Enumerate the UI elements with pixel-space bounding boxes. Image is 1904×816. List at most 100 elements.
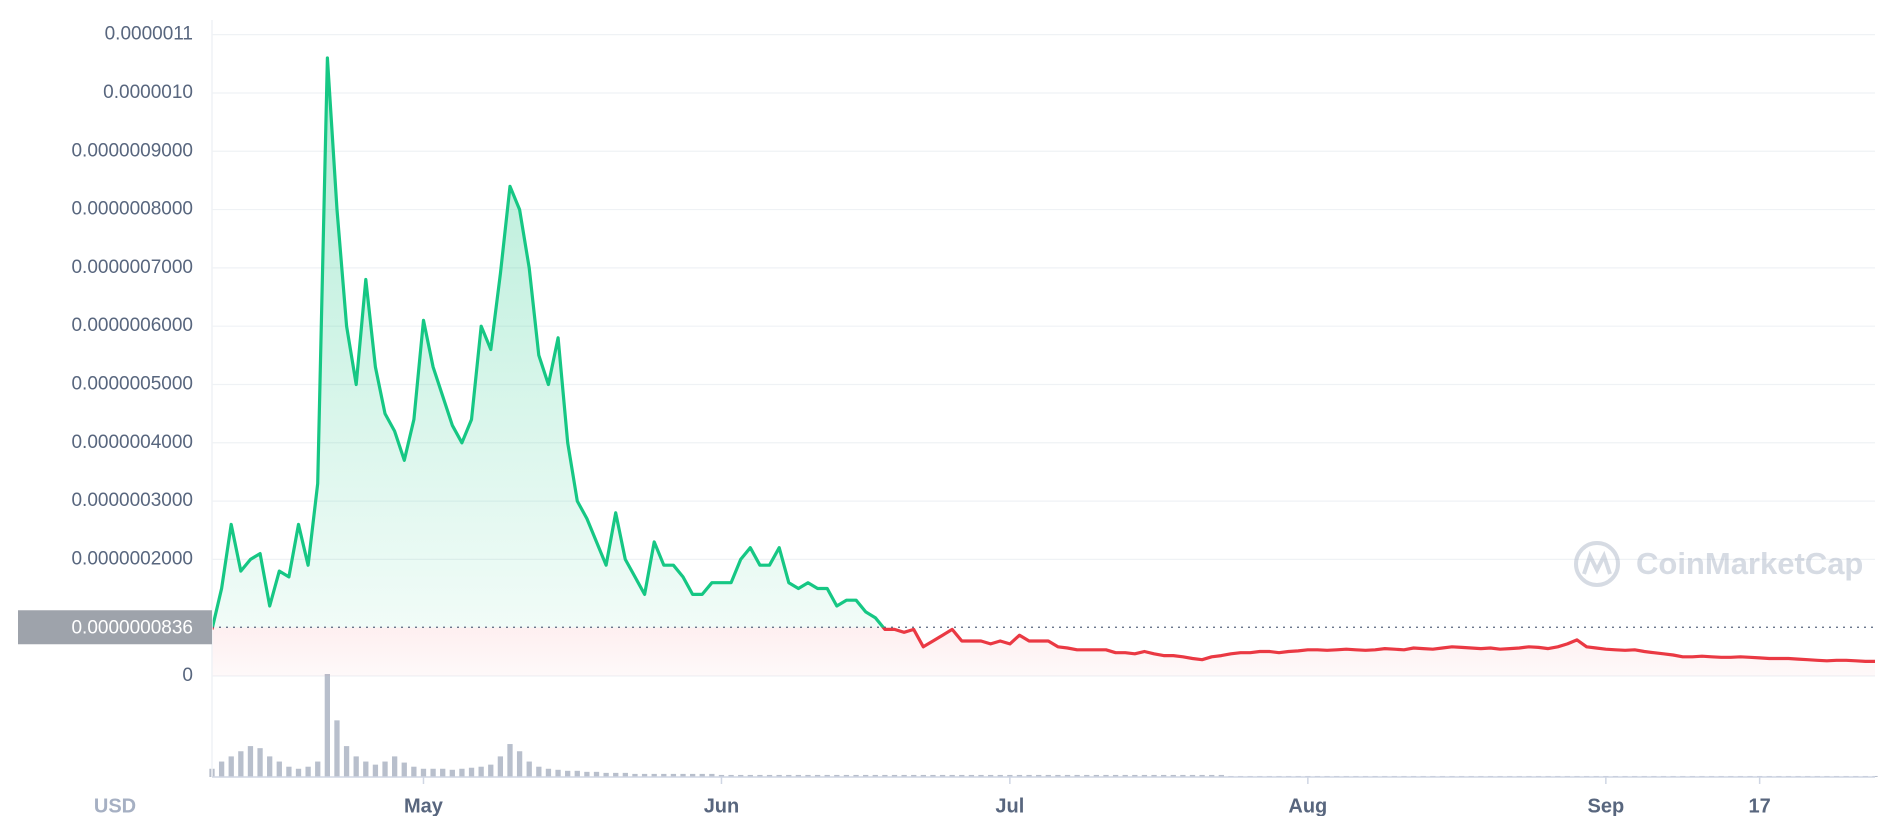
volume-bar <box>1132 774 1138 777</box>
volume-bar <box>574 770 580 777</box>
volume-bar <box>430 768 436 777</box>
y-tick-label: 0.0000002000 <box>71 548 193 569</box>
volume-bar <box>411 766 417 777</box>
y-tick-label: 0.0000006000 <box>71 315 193 336</box>
volume-bar <box>863 774 869 777</box>
volume-bar <box>795 774 802 777</box>
volume-bar <box>536 766 542 777</box>
volume-bar <box>641 773 648 777</box>
volume-bar <box>1199 774 1205 777</box>
volume-bar <box>238 751 244 777</box>
volume-bar <box>440 768 446 777</box>
volume-bar <box>334 720 340 777</box>
y-tick-label: 0.0000003000 <box>71 490 193 511</box>
volume-bar <box>343 746 350 777</box>
volume-bar <box>987 774 994 777</box>
volume-bar <box>247 746 254 777</box>
volume-bar <box>1180 774 1186 777</box>
volume-bar <box>786 774 792 777</box>
y-tick-label: 0.0000010 <box>103 82 193 103</box>
volume-bar <box>228 756 234 777</box>
volume-bar <box>834 774 840 777</box>
volume-bar <box>276 761 282 777</box>
volume-bar <box>459 768 465 777</box>
volume-bar <box>401 762 407 777</box>
volume-bar <box>1026 774 1032 777</box>
volume-bar <box>1007 774 1013 777</box>
volume-bar <box>632 773 638 777</box>
y-tick-label: 0 <box>182 665 193 686</box>
volume-bar <box>391 756 398 777</box>
volume-bar <box>488 764 494 777</box>
price-area <box>212 58 1875 676</box>
volume-bar <box>1055 774 1061 777</box>
volume-bar <box>1218 774 1224 777</box>
volume-bar <box>1209 774 1215 777</box>
volume-bar <box>315 761 321 777</box>
volume-bar <box>766 774 773 777</box>
volume-bar <box>1084 774 1090 777</box>
x-tick-label: 17 <box>1749 795 1771 816</box>
watermark-logo-mark <box>1582 550 1612 575</box>
volume-bar <box>257 748 263 777</box>
volume-bar <box>738 774 744 777</box>
volume-bar <box>526 761 532 777</box>
volume-bar <box>372 764 379 777</box>
volume-bar <box>593 771 600 777</box>
x-tick-label: Jul <box>995 795 1024 816</box>
volume-bar <box>545 768 552 777</box>
volume-bar <box>613 772 619 777</box>
volume-bar <box>603 772 609 777</box>
y-tick-label: 0.0000004000 <box>71 432 193 453</box>
volume-bar <box>670 773 677 777</box>
volume-bar <box>699 773 705 777</box>
watermark-logo <box>1574 541 1620 587</box>
volume-bar <box>324 674 330 777</box>
volume <box>209 674 1878 777</box>
price-line <box>210 56 1875 663</box>
volume-bar <box>1189 774 1196 777</box>
volume-bar <box>949 774 955 777</box>
watermark-text: CoinMarketCap <box>1636 546 1863 581</box>
volume-bar <box>1103 774 1109 777</box>
volume-bar <box>728 774 734 777</box>
y-tick-label: 0.0000005000 <box>71 373 193 394</box>
volume-bar <box>622 772 628 777</box>
y-tick-label: 0.0000011 <box>105 24 193 45</box>
volume-bar <box>584 771 590 777</box>
reference-box <box>18 610 212 645</box>
volume-bar <box>978 774 984 777</box>
volume-bar <box>295 768 302 777</box>
volume-bar <box>420 768 427 777</box>
volume-bar <box>747 774 753 777</box>
volume-bar <box>872 774 878 777</box>
volume-bar <box>1064 774 1071 777</box>
volume-bar <box>661 773 667 777</box>
x-tick-label: Sep <box>1588 795 1625 816</box>
volume-bar <box>382 761 388 777</box>
volume-bar <box>805 774 811 777</box>
volume-bar <box>1093 774 1100 777</box>
y-tick-label: 0.0000008000 <box>71 199 193 220</box>
volume-bar <box>843 774 850 777</box>
volume-bar <box>930 774 936 777</box>
x-tick-label: Jun <box>704 795 740 816</box>
volume-bar <box>286 766 292 777</box>
volume-bar <box>1151 774 1157 777</box>
volume-bar <box>911 774 917 777</box>
volume-bar <box>1016 774 1023 777</box>
volume-bar <box>709 773 715 777</box>
volume-bar <box>565 770 571 777</box>
y-tick-label: 0.0000009000 <box>71 140 193 161</box>
volume-bar <box>1045 774 1051 777</box>
volume-bar <box>507 744 513 777</box>
volume-bar <box>968 774 975 777</box>
watermark: CoinMarketCap <box>1574 541 1863 587</box>
volume-bar <box>814 774 821 777</box>
volume-bar <box>1141 774 1148 777</box>
volume-bar <box>497 756 504 777</box>
volume-bar <box>1074 774 1080 777</box>
volume-bar <box>920 774 926 777</box>
volume-bar <box>218 761 225 777</box>
